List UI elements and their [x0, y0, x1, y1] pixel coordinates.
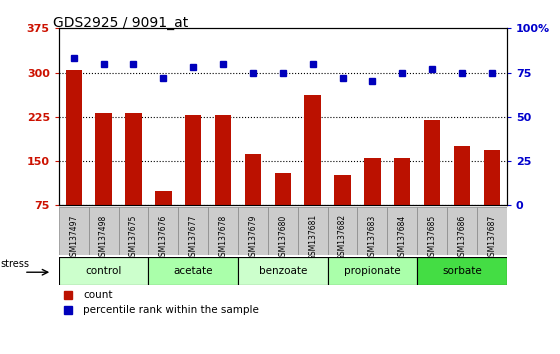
- Bar: [417, 207, 447, 255]
- Bar: [388, 207, 417, 255]
- Bar: [477, 207, 507, 255]
- Text: GSM137676: GSM137676: [159, 214, 168, 261]
- Text: GSM137686: GSM137686: [458, 214, 466, 261]
- Text: GSM137498: GSM137498: [99, 214, 108, 261]
- Text: GSM137681: GSM137681: [308, 214, 317, 261]
- Text: GSM137685: GSM137685: [428, 214, 437, 261]
- Bar: [208, 207, 238, 255]
- Bar: [238, 257, 328, 285]
- Bar: [328, 207, 357, 255]
- Text: GSM137684: GSM137684: [398, 214, 407, 261]
- Bar: [424, 120, 440, 205]
- Bar: [125, 113, 142, 205]
- Bar: [155, 190, 171, 205]
- Bar: [88, 207, 119, 255]
- Text: GSM137675: GSM137675: [129, 214, 138, 261]
- Text: GSM137678: GSM137678: [218, 214, 227, 261]
- Text: GSM137683: GSM137683: [368, 214, 377, 261]
- Text: count: count: [83, 290, 113, 300]
- Bar: [484, 150, 500, 205]
- Text: stress: stress: [0, 259, 29, 269]
- Bar: [305, 95, 321, 205]
- Text: propionate: propionate: [344, 266, 401, 276]
- Bar: [119, 207, 148, 255]
- Bar: [215, 115, 231, 205]
- Text: sorbate: sorbate: [442, 266, 482, 276]
- Bar: [454, 146, 470, 205]
- Bar: [59, 257, 148, 285]
- Text: GSM137682: GSM137682: [338, 214, 347, 261]
- Text: percentile rank within the sample: percentile rank within the sample: [83, 306, 259, 315]
- Bar: [59, 207, 88, 255]
- Text: GSM137679: GSM137679: [249, 214, 258, 261]
- Text: GSM137497: GSM137497: [69, 214, 78, 261]
- Bar: [328, 257, 417, 285]
- Bar: [95, 113, 112, 205]
- Bar: [274, 173, 291, 205]
- Text: GDS2925 / 9091_at: GDS2925 / 9091_at: [53, 16, 189, 30]
- Bar: [238, 207, 268, 255]
- Bar: [66, 70, 82, 205]
- Bar: [268, 207, 298, 255]
- Text: benzoate: benzoate: [259, 266, 307, 276]
- Bar: [185, 115, 202, 205]
- Text: GSM137677: GSM137677: [189, 214, 198, 261]
- Bar: [447, 207, 477, 255]
- Text: acetate: acetate: [174, 266, 213, 276]
- Bar: [148, 257, 238, 285]
- Bar: [417, 257, 507, 285]
- Bar: [148, 207, 178, 255]
- Text: control: control: [86, 266, 122, 276]
- Bar: [394, 158, 410, 205]
- Bar: [245, 154, 261, 205]
- Text: GSM137680: GSM137680: [278, 214, 287, 261]
- Text: GSM137687: GSM137687: [487, 214, 496, 261]
- Bar: [334, 175, 351, 205]
- Bar: [178, 207, 208, 255]
- Bar: [364, 158, 381, 205]
- Bar: [357, 207, 388, 255]
- Bar: [298, 207, 328, 255]
